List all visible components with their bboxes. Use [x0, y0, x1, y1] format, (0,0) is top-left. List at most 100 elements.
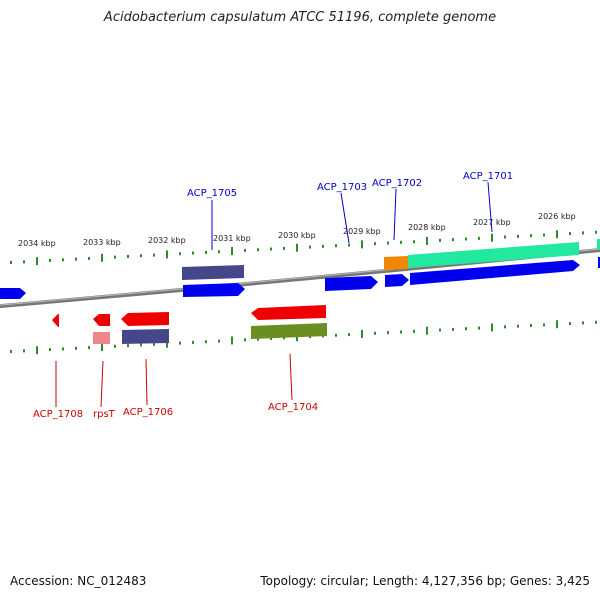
major-tick — [361, 329, 363, 338]
minor-tick — [322, 244, 324, 248]
minor-tick — [348, 243, 350, 247]
minor-tick — [595, 230, 597, 234]
gene-label-reverse[interactable]: ACP_1706 — [123, 407, 173, 418]
major-tick — [166, 339, 168, 348]
minor-tick — [517, 234, 519, 238]
minor-tick — [205, 250, 207, 254]
label-leader — [393, 188, 397, 241]
gene-feature[interactable] — [408, 242, 579, 268]
gene-label-forward[interactable]: ACP_1705 — [187, 188, 237, 199]
minor-tick — [387, 331, 389, 335]
gene-feature[interactable] — [182, 265, 244, 280]
minor-tick — [582, 321, 584, 325]
minor-tick — [452, 238, 454, 242]
gene-label-reverse[interactable]: ACP_1708 — [33, 409, 83, 420]
minor-tick — [270, 247, 272, 251]
bottom-tick-track — [10, 320, 597, 355]
minor-tick — [127, 254, 129, 258]
gene-feature[interactable] — [384, 256, 408, 270]
minor-tick — [205, 340, 207, 344]
minor-tick — [413, 329, 415, 333]
minor-tick — [75, 346, 77, 350]
top-tick-track — [10, 230, 597, 266]
minor-tick — [439, 328, 441, 332]
minor-tick — [179, 252, 181, 256]
minor-tick — [114, 344, 116, 348]
kbp-label: 2033 kbp — [83, 238, 121, 247]
kbp-label: 2030 kbp — [278, 231, 316, 240]
minor-tick — [88, 256, 90, 260]
minor-tick — [543, 323, 545, 327]
gene-feature[interactable] — [52, 314, 59, 327]
minor-tick — [504, 235, 506, 239]
minor-tick — [257, 248, 259, 252]
minor-tick — [595, 320, 597, 324]
minor-tick — [283, 246, 285, 250]
major-tick — [166, 250, 168, 259]
minor-tick — [62, 347, 64, 351]
minor-tick — [569, 232, 571, 236]
gene-feature[interactable] — [410, 260, 580, 285]
minor-tick — [75, 257, 77, 261]
kbp-label: 2031 kbp — [213, 234, 251, 243]
minor-tick — [582, 231, 584, 235]
map-title: Acidobacterium capsulatum ATCC 51196, co… — [103, 10, 497, 25]
minor-tick — [413, 240, 415, 244]
minor-tick — [270, 337, 272, 340]
gene-feature[interactable] — [325, 276, 378, 291]
gene-label-forward[interactable]: ACP_1701 — [463, 171, 513, 182]
kbp-label: 2026 kbp — [538, 212, 576, 221]
minor-tick — [283, 336, 285, 340]
gene-label-reverse[interactable]: ACP_1704 — [268, 402, 318, 413]
minor-tick — [127, 344, 129, 348]
gene-feature[interactable] — [183, 283, 245, 297]
minor-tick — [192, 340, 194, 344]
major-tick — [231, 247, 233, 256]
minor-tick — [23, 260, 25, 264]
gene-label-forward[interactable]: ACP_1703 — [317, 182, 367, 193]
label-leader — [487, 181, 493, 233]
minor-tick — [257, 337, 259, 341]
minor-tick — [218, 339, 220, 343]
kbp-label: 2027 kbp — [473, 218, 511, 227]
minor-tick — [569, 322, 571, 326]
minor-tick — [530, 234, 532, 238]
minor-tick — [335, 333, 337, 337]
minor-tick — [478, 326, 480, 330]
accession-text: Accession: NC_012483 — [10, 574, 147, 588]
minor-tick — [400, 240, 402, 244]
major-tick — [556, 230, 558, 239]
minor-tick — [192, 251, 194, 255]
minor-tick — [465, 237, 467, 241]
gene-feature[interactable] — [121, 312, 169, 326]
gene-feature[interactable] — [0, 288, 26, 299]
gene-feature[interactable] — [93, 314, 110, 326]
gene-feature[interactable] — [251, 305, 326, 320]
gene-feature[interactable] — [122, 329, 169, 344]
minor-tick — [439, 238, 441, 242]
label-leader — [289, 353, 293, 401]
minor-tick — [88, 346, 90, 350]
major-tick — [296, 333, 298, 342]
minor-tick — [543, 233, 545, 237]
gene-label-reverse[interactable]: rpsT — [93, 409, 116, 420]
label-leader — [100, 360, 104, 408]
major-tick — [556, 320, 558, 329]
gene-feature[interactable] — [385, 274, 409, 287]
minor-tick — [10, 350, 12, 353]
minor-tick — [387, 241, 389, 245]
minor-tick — [140, 254, 142, 258]
minor-tick — [504, 325, 506, 329]
gene-feature[interactable] — [251, 323, 327, 339]
major-tick — [426, 236, 428, 245]
kbp-label: 2032 kbp — [148, 236, 186, 245]
gene-feature[interactable] — [597, 239, 600, 250]
major-tick — [231, 336, 233, 345]
major-tick — [101, 253, 103, 262]
minor-tick — [49, 348, 51, 352]
gene-feature[interactable] — [93, 332, 110, 344]
gene-label-forward[interactable]: ACP_1702 — [372, 178, 422, 189]
minor-tick — [374, 331, 376, 335]
major-tick — [36, 346, 38, 355]
